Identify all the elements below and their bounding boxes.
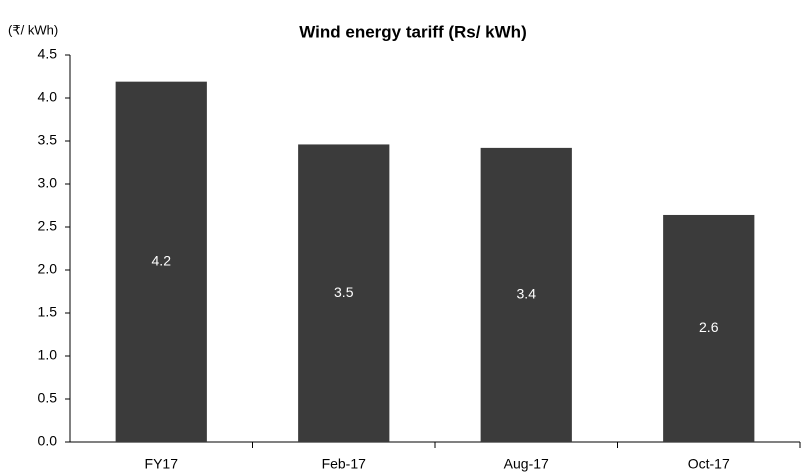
chart-title: Wind energy tariff (Rs/ kWh): [299, 22, 526, 41]
y-tick-label: 3.0: [38, 175, 58, 191]
y-tick-label: 0.5: [38, 390, 58, 406]
y-tick-label: 4.5: [38, 46, 58, 62]
data-label: 3.5: [334, 284, 354, 300]
bar: [298, 144, 390, 442]
x-tick-label: Oct-17: [688, 456, 730, 472]
y-tick-label: 2.5: [38, 218, 58, 234]
data-label: 3.4: [517, 286, 537, 302]
y-tick-label: 3.5: [38, 132, 58, 148]
y-tick-label: 4.0: [38, 89, 58, 105]
x-tick-label: FY17: [145, 456, 179, 472]
y-tick-label: 1.0: [38, 347, 58, 363]
data-label: 2.6: [699, 319, 719, 335]
bar: [663, 214, 755, 442]
x-tick-label: Feb-17: [322, 456, 367, 472]
y-tick-label: 1.5: [38, 304, 58, 320]
data-label: 4.2: [152, 253, 172, 269]
y-tick-label: 0.0: [38, 433, 58, 449]
bar: [480, 147, 572, 442]
bar: [115, 81, 207, 442]
x-tick-label: Aug-17: [504, 456, 549, 472]
y-tick-label: 2.0: [38, 261, 58, 277]
y-axis-label: (₹/ kWh): [8, 22, 58, 37]
